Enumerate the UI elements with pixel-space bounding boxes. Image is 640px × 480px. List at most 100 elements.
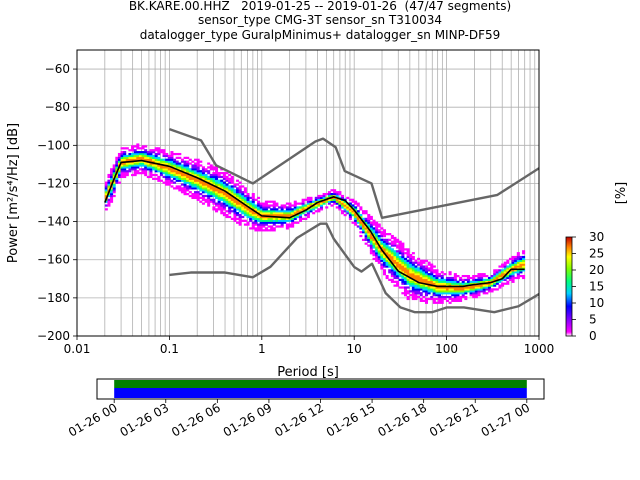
heatmap-cell <box>461 290 465 293</box>
heatmap-cell <box>403 271 407 274</box>
heatmap-cell <box>317 204 321 207</box>
heatmap-cell <box>453 295 457 299</box>
heatmap-cell <box>285 219 289 222</box>
heatmap-cell <box>238 210 242 213</box>
heatmap-cell <box>364 242 368 245</box>
heatmap-cell <box>196 179 200 182</box>
heatmap-cell <box>110 177 114 180</box>
heatmap-cell <box>283 219 287 222</box>
heatmap-cell <box>443 292 447 295</box>
heatmap-cell <box>348 202 352 205</box>
heatmap-cell <box>107 183 111 186</box>
heatmap-cell <box>508 278 512 282</box>
heatmap-cell <box>288 210 292 213</box>
heatmap-cell <box>243 189 247 192</box>
heatmap-cell <box>131 173 135 177</box>
heatmap-cell <box>369 223 373 226</box>
heatmap-cell <box>514 255 518 259</box>
heatmap-cell <box>319 194 324 198</box>
heatmap-cell <box>495 273 499 276</box>
heatmap-cell <box>401 246 405 249</box>
heatmap-cell <box>270 213 274 217</box>
heatmap-cell <box>406 295 410 299</box>
heatmap-cell <box>432 271 436 274</box>
heatmap-cell <box>199 196 203 200</box>
heatmap-cell <box>183 183 187 186</box>
heatmap-cell <box>495 271 499 274</box>
heatmap-cell <box>319 198 324 201</box>
heatmap-cell <box>215 196 219 200</box>
heatmap-cell <box>330 194 334 198</box>
heatmap-cell <box>424 259 428 262</box>
heatmap-cell <box>222 208 226 211</box>
heatmap-cell <box>128 154 132 158</box>
heatmap-cell <box>293 202 297 205</box>
heatmap-cell <box>238 189 242 192</box>
heatmap-cell <box>280 213 284 217</box>
heatmap-cell <box>178 166 182 169</box>
heatmap-cell <box>401 280 405 283</box>
heatmap-cell <box>141 158 145 161</box>
heatmap-cell <box>217 202 221 205</box>
heatmap-cell <box>390 252 394 255</box>
heatmap-cell <box>438 299 442 302</box>
heatmap-cell <box>238 204 242 207</box>
heatmap-cell <box>411 269 415 272</box>
heatmap-cell <box>267 212 271 215</box>
heatmap-cell <box>201 194 205 198</box>
heatmap-cell <box>220 198 224 201</box>
heatmap-cell <box>238 181 242 184</box>
heatmap-cell <box>414 295 418 299</box>
heatmap-cell <box>419 292 423 295</box>
heatmap-cell <box>246 194 250 198</box>
heatmap-cell <box>445 299 449 302</box>
heatmap-cell <box>322 202 326 205</box>
heatmap-cell <box>440 295 444 299</box>
heatmap-cell <box>443 280 447 283</box>
heatmap-cell <box>125 156 129 159</box>
heatmap-cell <box>159 166 163 169</box>
heatmap-cell <box>220 181 224 184</box>
heatmap-cell <box>159 162 163 165</box>
heatmap-cell <box>133 152 137 156</box>
heatmap-cell <box>516 261 520 264</box>
heatmap-cell <box>388 255 392 259</box>
heatmap-cell <box>474 290 478 293</box>
heatmap-cell <box>322 194 326 198</box>
heatmap-cell <box>422 299 426 302</box>
heatmap-cell <box>175 185 179 188</box>
heatmap-cell <box>338 196 342 200</box>
heatmap-cell <box>170 179 174 182</box>
heatmap-cell <box>170 173 174 177</box>
heatmap-cell <box>372 221 376 224</box>
heatmap-cell <box>401 263 405 266</box>
heatmap-cell <box>110 181 114 184</box>
heatmap-cell <box>201 177 205 180</box>
heatmap-cell <box>427 261 431 264</box>
heatmap-cell <box>406 259 410 262</box>
heatmap-cell <box>485 288 489 291</box>
heatmap-cell <box>178 173 182 177</box>
heatmap-cell <box>364 231 368 234</box>
heatmap-cell <box>396 257 400 261</box>
heatmap-cell <box>406 261 410 264</box>
heatmap-cell <box>170 156 174 159</box>
heatmap-cell <box>414 284 418 287</box>
heatmap-cell <box>230 181 234 184</box>
heatmap-cell <box>299 219 303 222</box>
heatmap-cell <box>382 233 387 236</box>
colorbar-label: [%] <box>614 182 629 205</box>
coverage-tick-label: 01-26 03 <box>118 400 172 439</box>
heatmap-cell <box>120 158 124 161</box>
heatmap-cell <box>191 194 195 198</box>
heatmap-cell <box>464 282 468 285</box>
heatmap-cell <box>144 170 148 173</box>
heatmap-cell <box>453 274 457 278</box>
heatmap-cell <box>275 217 279 220</box>
heatmap-cell <box>314 206 318 209</box>
heatmap-cell <box>503 278 507 282</box>
heatmap-cell <box>469 294 473 297</box>
heatmap-cell <box>432 301 436 304</box>
heatmap-cell <box>406 254 410 257</box>
heatmap-cell <box>409 271 413 274</box>
